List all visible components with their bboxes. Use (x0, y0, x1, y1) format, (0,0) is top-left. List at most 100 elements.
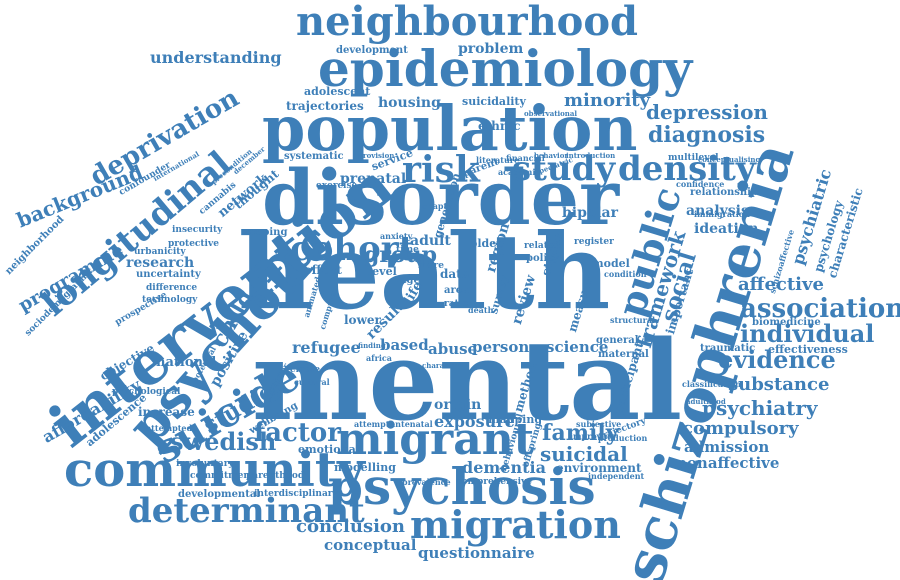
word-migrant: migrant (336, 414, 535, 465)
word-environment: environment (556, 461, 642, 475)
word-questionnaire: questionnaire (418, 544, 535, 562)
word-substance: substance (728, 374, 830, 395)
word-provision: provision (358, 151, 395, 160)
word-antenatal: antenatal (390, 419, 433, 429)
word-technology: technology (142, 295, 198, 305)
word-model: model (592, 257, 630, 270)
word-financial: financial (506, 153, 545, 163)
word-refugee: refugee (292, 338, 361, 357)
word-national: national (156, 355, 217, 370)
word-dementia: dementia (462, 458, 546, 477)
word-ratio: ratio (444, 299, 469, 309)
word-individual: individual (740, 319, 875, 348)
word-prenatal: prenatal (340, 171, 407, 187)
word-subjective: subjective (576, 419, 622, 429)
word-emotional: emotional (298, 443, 360, 456)
word-maternal: maternal (598, 349, 649, 360)
word-suicidality: suicidality (462, 95, 526, 108)
word-understanding: understanding (150, 48, 282, 67)
word-evidence: evidence (718, 345, 836, 374)
word-swedish: swedish (170, 427, 277, 456)
word-disorder: disorder (262, 153, 620, 242)
word-attempt: attempt (354, 419, 390, 429)
word-multilevel: multilevel (668, 153, 719, 163)
word-family: family (542, 420, 619, 446)
word-analysis: analysis (686, 203, 749, 219)
word-exposure: exposure (434, 412, 515, 431)
word-anxiety: anxiety (380, 231, 413, 241)
word-psychiatry: psychiatry (702, 396, 818, 420)
word-housing: housing (378, 95, 441, 111)
word-time: time (396, 245, 419, 255)
word-chapter: chapter (422, 201, 457, 211)
word-cohort: cohort (290, 229, 415, 269)
word-related: related (524, 241, 560, 251)
word-age: age (400, 275, 420, 286)
word-academic: academic (498, 167, 541, 177)
word-risk: risk (402, 149, 480, 191)
word-diagnosis: diagnosis (648, 122, 766, 148)
word-protective: protective (168, 239, 219, 249)
word-independent: independent (588, 471, 645, 481)
word-minority: minority (564, 90, 651, 111)
word-origin: origin (434, 397, 482, 413)
word-conclusion: conclusion (296, 516, 406, 537)
word-determinant: determinant (128, 491, 365, 531)
word-health: health (238, 210, 611, 333)
word-problem: problem (458, 41, 524, 57)
word-observational: observational (524, 109, 578, 118)
word-trajectories: trajectories (286, 99, 364, 113)
word-level: level (368, 265, 397, 278)
word-migration: migration (410, 502, 621, 547)
word-behavior: behavior (534, 151, 569, 160)
word-person: person (472, 338, 530, 356)
word-more: more (418, 261, 444, 271)
word-policy: policy (526, 253, 560, 264)
word-conceptualising: conceptualising (698, 155, 761, 164)
word-comprehensive: comprehensive (456, 477, 533, 487)
word-conceptual: conceptual (324, 536, 417, 554)
word-insecurity: insecurity (172, 225, 223, 235)
word-association: association (740, 294, 900, 324)
word-systematic: systematic (284, 151, 344, 162)
word-epidemiology: epidemiology (318, 39, 693, 98)
word-exercise: exercise (316, 181, 358, 191)
word-scoping: scoping (244, 227, 288, 238)
word-register: register (574, 237, 614, 247)
word-ethnic: ethnic (478, 119, 521, 133)
word-community: community (64, 442, 365, 498)
word-biomedicine: biomedicine (752, 317, 821, 328)
word-area: area (444, 285, 469, 296)
word-psychosis: psychosis (328, 457, 596, 516)
word-research: research (126, 255, 195, 271)
word-literature: literature (476, 155, 520, 165)
word-depression: depression (646, 100, 768, 124)
word-immigration: immigration (694, 209, 750, 219)
word-production: production (598, 433, 648, 443)
word-cultural: cultural (294, 377, 330, 387)
word-adulthood: adulthood (686, 397, 726, 406)
word-nonaffective: nonaffective (676, 454, 780, 472)
word-relationship: relationship (690, 187, 758, 198)
word-affective: affective (738, 274, 824, 295)
word-condition: condition (604, 269, 647, 279)
word-suicidal: suicidal (540, 442, 628, 466)
word-based: based (380, 336, 429, 354)
word-admission: admission (684, 438, 770, 456)
word-introduction: introduction (566, 151, 616, 160)
word-death: death (468, 305, 494, 315)
word-study: study (512, 149, 616, 189)
word-commitment: commitment (190, 471, 255, 481)
word-psychological: psychological (112, 387, 181, 397)
word-classification: classification (682, 379, 741, 389)
word-improving: improving (570, 431, 616, 441)
word-traumatic: traumatic (700, 343, 756, 354)
word-structural: structural (610, 315, 656, 325)
word-effect: effect (304, 263, 342, 277)
word-mental: mental (252, 316, 683, 445)
word-older: older (470, 237, 503, 250)
word-science: science (546, 338, 609, 356)
word-female: female (286, 365, 321, 375)
word-attempted: attempted (146, 423, 193, 433)
word-character: character (422, 361, 460, 370)
